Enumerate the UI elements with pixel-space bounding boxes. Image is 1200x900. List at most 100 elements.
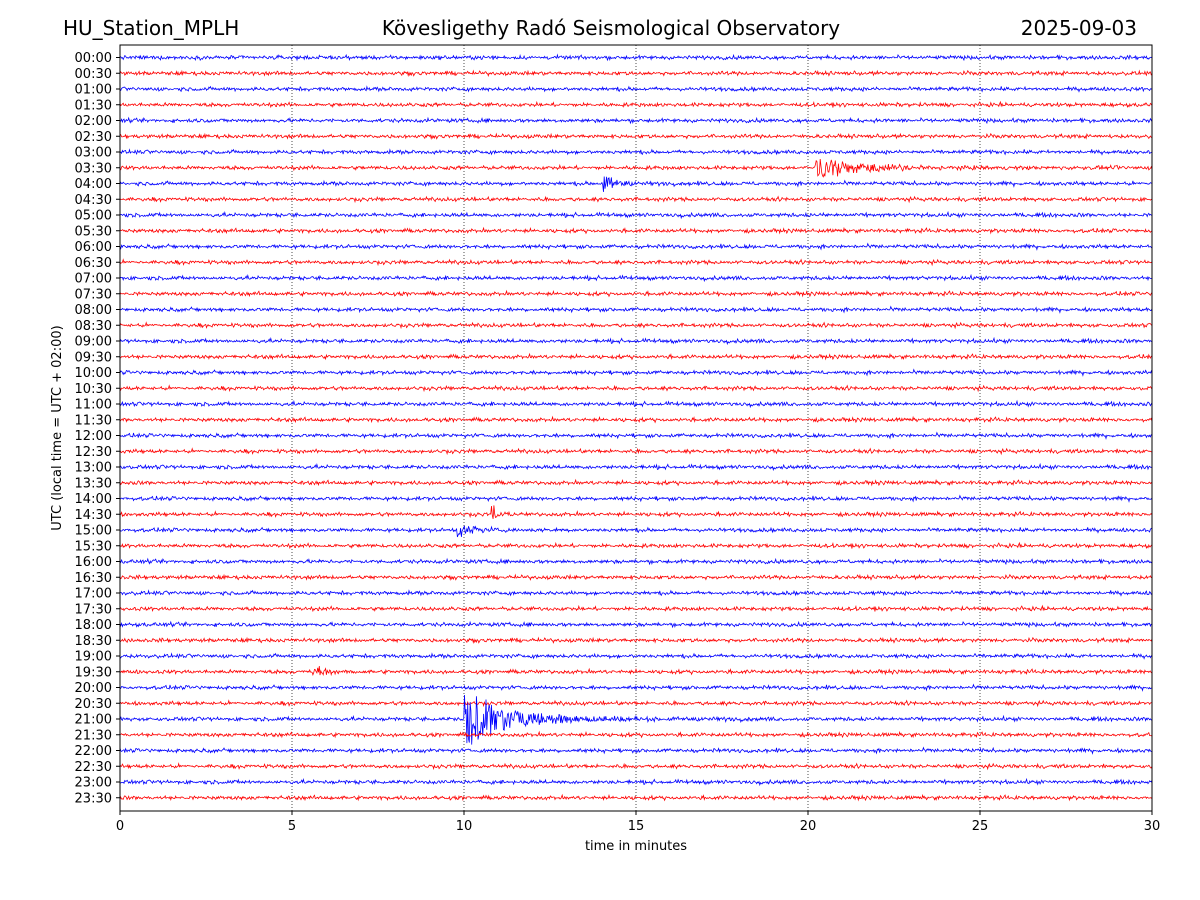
y-tick-label: 13:30 bbox=[75, 476, 112, 491]
trace-1700 bbox=[119, 589, 1153, 597]
trace-group bbox=[119, 53, 1153, 802]
y-tick-label: 13:00 bbox=[75, 461, 112, 476]
trace-0900 bbox=[119, 336, 1153, 346]
trace-2200 bbox=[119, 746, 1152, 755]
trace-1800 bbox=[119, 620, 1153, 629]
x-tick-label: 0 bbox=[116, 819, 124, 834]
y-tick-label: 08:00 bbox=[75, 303, 112, 318]
y-tick-label: 01:00 bbox=[75, 83, 112, 98]
y-tick-label: 19:00 bbox=[75, 650, 112, 665]
trace-0330 bbox=[119, 158, 1153, 178]
trace-2100 bbox=[119, 694, 1153, 745]
trace-0230 bbox=[119, 132, 1153, 140]
trace-1300 bbox=[119, 462, 1153, 472]
trace-1730 bbox=[119, 604, 1153, 613]
y-axis-label: UTC (local time = UTC + 02:00) bbox=[50, 325, 65, 530]
trace-0130 bbox=[119, 100, 1153, 109]
y-tick-label: 18:30 bbox=[75, 634, 112, 649]
trace-0300 bbox=[119, 148, 1153, 156]
trace-1430 bbox=[119, 505, 1153, 519]
y-tick-label: 06:30 bbox=[75, 256, 112, 271]
y-tick-label: 09:00 bbox=[75, 335, 112, 350]
trace-1600 bbox=[119, 557, 1153, 566]
x-tick-label: 10 bbox=[456, 819, 473, 834]
trace-0100 bbox=[119, 85, 1153, 93]
y-tick-label: 02:00 bbox=[75, 114, 112, 129]
y-tick-group: 00:0000:3001:0001:3002:0002:3003:0003:30… bbox=[75, 51, 120, 806]
y-tick-label: 09:30 bbox=[75, 350, 112, 365]
trace-0430 bbox=[119, 195, 1153, 204]
trace-0930 bbox=[119, 352, 1153, 361]
y-tick-label: 11:30 bbox=[75, 413, 112, 428]
trace-1830 bbox=[119, 636, 1153, 644]
y-tick-label: 21:00 bbox=[75, 713, 112, 728]
y-tick-label: 08:30 bbox=[75, 319, 112, 334]
x-tick-label: 5 bbox=[288, 819, 296, 834]
trace-0530 bbox=[119, 226, 1153, 235]
x-tick-label: 20 bbox=[800, 819, 817, 834]
y-tick-label: 00:30 bbox=[75, 67, 112, 82]
y-tick-label: 04:00 bbox=[75, 177, 112, 192]
y-tick-label: 12:00 bbox=[75, 429, 112, 444]
y-tick-label: 05:30 bbox=[75, 224, 112, 239]
observatory-title: Kövesligethy Radó Seismological Observat… bbox=[382, 16, 840, 40]
x-tick-label: 25 bbox=[972, 819, 989, 834]
y-tick-label: 04:30 bbox=[75, 193, 112, 208]
trace-0200 bbox=[119, 116, 1153, 125]
trace-1130 bbox=[119, 415, 1153, 424]
trace-1630 bbox=[119, 573, 1152, 581]
trace-1100 bbox=[119, 399, 1153, 409]
x-gridlines bbox=[291, 45, 981, 811]
trace-1930 bbox=[119, 665, 1153, 677]
y-tick-label: 12:30 bbox=[75, 445, 112, 460]
trace-1000 bbox=[119, 368, 1153, 377]
trace-0800 bbox=[119, 305, 1153, 314]
y-tick-label: 10:00 bbox=[75, 366, 112, 381]
y-tick-label: 18:00 bbox=[75, 618, 112, 633]
y-tick-label: 21:30 bbox=[75, 728, 112, 743]
y-tick-label: 17:00 bbox=[75, 587, 112, 602]
trace-2330 bbox=[119, 793, 1153, 802]
y-tick-label: 20:00 bbox=[75, 681, 112, 696]
trace-1500 bbox=[119, 525, 1153, 538]
x-axis-label: time in minutes bbox=[585, 839, 687, 854]
y-tick-label: 15:30 bbox=[75, 539, 112, 554]
trace-1030 bbox=[119, 384, 1153, 393]
trace-1200 bbox=[119, 431, 1153, 440]
y-tick-label: 17:30 bbox=[75, 602, 112, 617]
y-tick-label: 05:00 bbox=[75, 209, 112, 224]
trace-0600 bbox=[119, 242, 1153, 251]
y-tick-label: 07:00 bbox=[75, 272, 112, 287]
trace-1530 bbox=[119, 541, 1153, 550]
y-tick-label: 03:30 bbox=[75, 161, 112, 176]
y-tick-label: 23:30 bbox=[75, 791, 112, 806]
trace-0730 bbox=[119, 289, 1153, 298]
trace-2030 bbox=[119, 699, 1153, 708]
y-tick-label: 11:00 bbox=[75, 398, 112, 413]
date-title: 2025-09-03 bbox=[1021, 16, 1137, 40]
y-tick-label: 00:00 bbox=[75, 51, 112, 66]
y-tick-label: 07:30 bbox=[75, 287, 112, 302]
y-tick-label: 02:30 bbox=[75, 130, 112, 145]
trace-0030 bbox=[119, 69, 1153, 77]
y-tick-label: 01:30 bbox=[75, 98, 112, 113]
trace-0630 bbox=[119, 258, 1153, 267]
y-tick-label: 14:00 bbox=[75, 492, 112, 507]
y-tick-label: 14:30 bbox=[75, 508, 112, 523]
x-tick-label: 15 bbox=[628, 819, 645, 834]
y-tick-label: 23:00 bbox=[75, 776, 112, 791]
y-tick-label: 16:30 bbox=[75, 571, 112, 586]
x-tick-group: 0 5 10 15 20 25 30 bbox=[116, 811, 1160, 834]
y-tick-label: 22:30 bbox=[75, 760, 112, 775]
y-tick-label: 10:30 bbox=[75, 382, 112, 397]
y-tick-label: 15:00 bbox=[75, 524, 112, 539]
trace-1400 bbox=[119, 494, 1153, 503]
y-tick-label: 22:00 bbox=[75, 744, 112, 759]
y-tick-label: 06:00 bbox=[75, 240, 112, 255]
y-tick-label: 19:30 bbox=[75, 665, 112, 680]
trace-0000 bbox=[119, 53, 1153, 62]
trace-1330 bbox=[119, 478, 1153, 487]
trace-2300 bbox=[119, 777, 1153, 787]
trace-0500 bbox=[119, 210, 1153, 220]
